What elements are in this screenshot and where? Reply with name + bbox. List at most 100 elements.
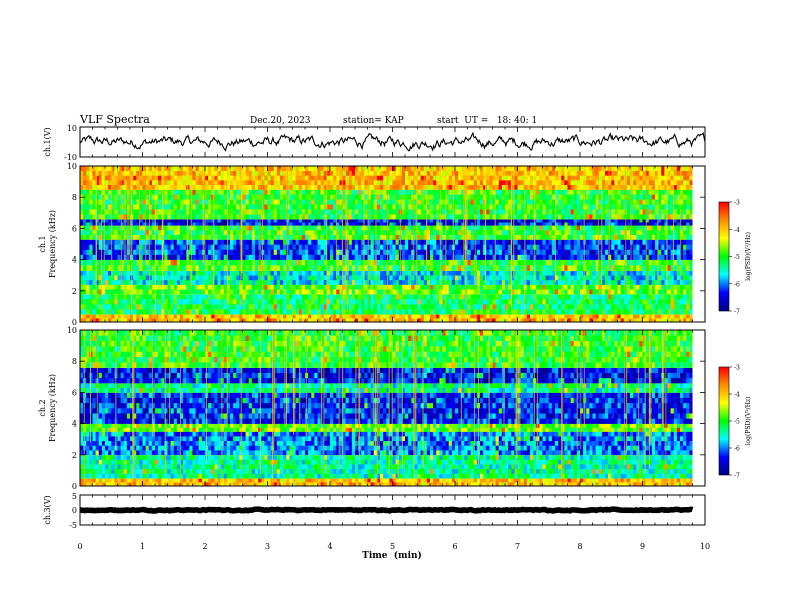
ch1-spectrogram-cell: [167, 209, 171, 215]
ch1-spectrogram-cell: [95, 265, 100, 271]
ch1-spectrogram-cell: [414, 275, 418, 281]
ch1-spectrogram-cell: [508, 265, 512, 271]
ch1-spectrogram-cell: [358, 222, 362, 226]
ch1-spectrogram-cell: [145, 239, 150, 245]
ch1-spectrogram-cell: [283, 229, 287, 235]
ch1-spectrogram-cell: [283, 214, 287, 220]
ch1-spectrogram-cell: [264, 209, 268, 215]
ch1-spectrogram-cell: [664, 225, 668, 231]
ch1-spectrogram-cell: [414, 225, 418, 231]
ch1-spectrogram-cell: [383, 275, 387, 281]
ch1-spectrogram-cell: [226, 318, 231, 323]
ch1-spectrogram-cell: [486, 275, 490, 281]
ch1-spectrogram-cell: [214, 293, 218, 300]
ch1-spectrogram-cell: [523, 279, 528, 285]
ch1-spectrogram-cell: [267, 314, 271, 319]
ch1-spectrogram-cell: [458, 214, 462, 220]
ch1-spectrogram-cell: [376, 219, 381, 223]
ch1-spectrogram-cell: [664, 284, 668, 290]
ch1-spectrogram-cell: [436, 225, 440, 231]
ch1-spectrogram-cell: [242, 249, 246, 255]
ch1-spectrogram-cell: [380, 229, 384, 235]
ch1-spectrogram-cell: [267, 214, 271, 220]
ch1-spectrogram-cell: [220, 304, 225, 310]
ch1-spectrogram-cell: [455, 318, 459, 323]
ch1-spectrogram-cell: [433, 244, 437, 250]
ch1-spectrogram-cell: [442, 204, 446, 210]
ch1-spectrogram-cell: [148, 293, 153, 300]
ch1-spectrogram-cell: [183, 229, 187, 235]
ch1-spectrogram-cell: [92, 229, 96, 235]
ch1-spectrogram-cell: [201, 275, 206, 281]
ch1-spectrogram-cell: [630, 214, 634, 220]
ch1-spectrogram-cell: [101, 284, 106, 290]
ch1-spectrogram-cell: [139, 275, 143, 281]
ch1-spectrogram-cell: [373, 279, 378, 285]
ch1-spectrogram-cell: [83, 318, 87, 323]
ch1-spectrogram-cell: [536, 314, 540, 319]
ch1-spectrogram-cell: [661, 229, 665, 235]
ch1-spectrogram-cell: [595, 289, 600, 295]
ch1-spectrogram-cell: [280, 222, 284, 226]
ch1-spectrogram-cell: [576, 289, 581, 295]
ch1-spectrogram-cell: [314, 204, 318, 210]
ch1-spectrogram-cell: [295, 279, 300, 285]
ch1-spectrogram-cell: [589, 204, 593, 210]
ch1-spectrogram-cell: [139, 204, 143, 210]
ch1-spectrogram-cell: [583, 275, 587, 281]
ch1-spectrogram-cell: [498, 270, 503, 276]
ch1-spectrogram-cell: [111, 259, 115, 266]
ch1-spectrogram-cell: [151, 314, 156, 319]
ch1-spectrogram-cell: [108, 219, 112, 223]
ch1-spectrogram-cell: [201, 298, 206, 305]
ch1-spectrogram-cell: [301, 270, 306, 276]
ch1-spectrogram-cell: [133, 304, 137, 310]
ch1-spectrogram-cell: [273, 304, 278, 310]
ch1-spectrogram-cell: [576, 318, 581, 323]
ch1-spectrogram-cell: [505, 234, 509, 240]
ch1-spectrogram-cell: [536, 209, 540, 215]
ch1-spectrogram-cell: [164, 225, 168, 231]
ch1-spectrogram-cell: [595, 234, 600, 240]
ch1-spectrogram-cell: [573, 219, 578, 223]
ch1-spectrogram-cell: [505, 219, 509, 223]
ch1-spectrogram-cell: [642, 239, 646, 245]
ch1-spectrogram-cell: [620, 209, 625, 215]
ch1-spectrogram-cell: [123, 293, 128, 300]
ch1-spectrogram-cell: [511, 254, 515, 260]
ch1-spectrogram-cell: [567, 289, 571, 295]
ch1-spectrogram-cell: [276, 214, 281, 220]
ch1-spectrogram-cell: [583, 219, 587, 223]
ch1-spectrogram-cell: [317, 229, 321, 235]
ch1-spectrogram-cell: [658, 259, 662, 266]
ch1-spectrogram-cell: [505, 254, 509, 260]
ch1-spectrogram-cell: [655, 219, 659, 223]
ch1-spectrogram-cell: [592, 293, 596, 300]
ch1-spectrogram-cell: [448, 214, 453, 220]
ch1-spectrogram-cell: [151, 225, 156, 231]
ch1-spectrogram-cell: [123, 225, 128, 231]
ch1-spectrogram-cell: [561, 244, 565, 250]
ch1-spectrogram-cell: [361, 229, 365, 235]
ch1-spectrogram-cell: [586, 254, 590, 260]
ch1-spectrogram-cell: [230, 209, 234, 215]
ch1-spectrogram-cell: [83, 222, 87, 226]
ch1-spectrogram-cell: [601, 270, 606, 276]
ch1-spectrogram-cell: [251, 209, 256, 215]
ch1-spectrogram-cell: [655, 270, 659, 276]
ch1-spectrogram-cell: [492, 279, 496, 285]
ch1-spectrogram-cell: [586, 244, 590, 250]
ch1-spectrogram-cell: [586, 259, 590, 266]
ch1-spectrogram-cell: [264, 314, 268, 319]
ch1-spectrogram-cell: [226, 304, 231, 310]
ch1-spectrogram-cell: [676, 279, 681, 285]
ch1-spectrogram-cell: [176, 279, 181, 285]
ch1-spectrogram-cell: [648, 289, 653, 295]
ch1-spectrogram-cell: [308, 289, 312, 295]
ch1-spectrogram-cell: [489, 214, 493, 220]
ch1-spectrogram-cell: [136, 229, 140, 235]
ch1-spectrogram-cell: [455, 298, 459, 305]
ch1-spectrogram-cell: [639, 254, 643, 260]
ch1-spectrogram-cell: [539, 219, 543, 223]
ch1-spectrogram-cell: [348, 209, 353, 215]
